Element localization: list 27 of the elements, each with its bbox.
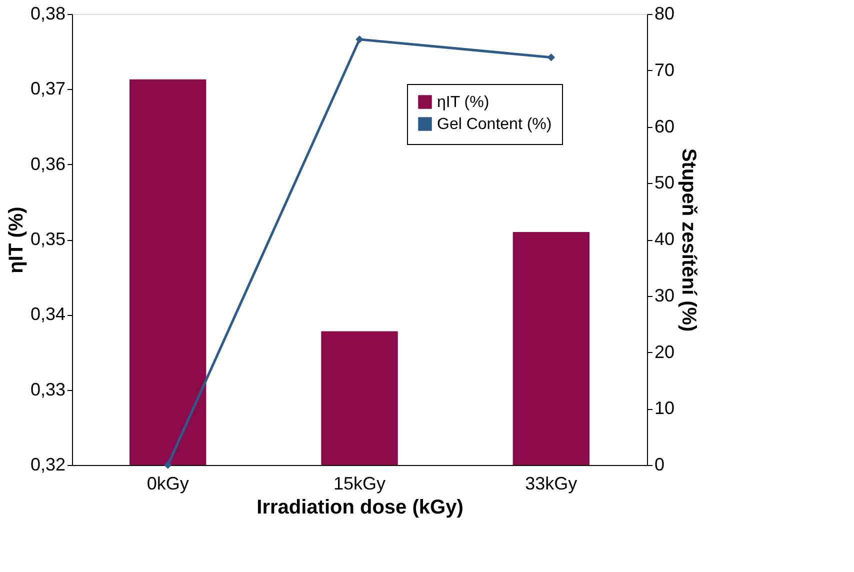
y2-tick-label: 0 <box>654 454 665 474</box>
y-tick-label: 0,32 <box>30 454 66 474</box>
y-tick-label: 0,34 <box>30 304 66 324</box>
point <box>547 54 556 62</box>
y2-tick-label: 20 <box>654 342 675 362</box>
point <box>356 35 364 44</box>
y-tick-label: 0,33 <box>30 379 66 400</box>
y-tick-label: 0,37 <box>30 78 66 99</box>
y2-tick-label: 80 <box>654 4 675 24</box>
legend-label: Gel Content (%) <box>437 116 552 133</box>
x-axis-title: Irradiation dose (kGy) <box>256 496 464 518</box>
y2-axis-title: Stupeň zesítění (%) <box>678 148 700 332</box>
x-tick-label: 15kGy <box>333 474 386 494</box>
y2-tick-label: 40 <box>654 229 675 249</box>
y2-tick-label: 60 <box>654 116 675 136</box>
y2-tick-label: 50 <box>654 172 675 193</box>
y2-tick-label: 30 <box>654 285 675 306</box>
y2-tick-label: 10 <box>654 398 675 418</box>
y-axis-title: ηIT (%) <box>5 206 28 274</box>
y2-tick-label: 70 <box>654 60 675 80</box>
y-tick-label: 0,36 <box>30 154 66 174</box>
y-tick-label: 0,35 <box>30 229 66 249</box>
y-tick-label: 0,38 <box>30 4 66 24</box>
x-tick-label: 33kGy <box>525 474 578 494</box>
x-tick-label: 0kGy <box>146 474 189 494</box>
point <box>164 461 172 469</box>
legend-label: ηIT (%) <box>437 94 490 111</box>
